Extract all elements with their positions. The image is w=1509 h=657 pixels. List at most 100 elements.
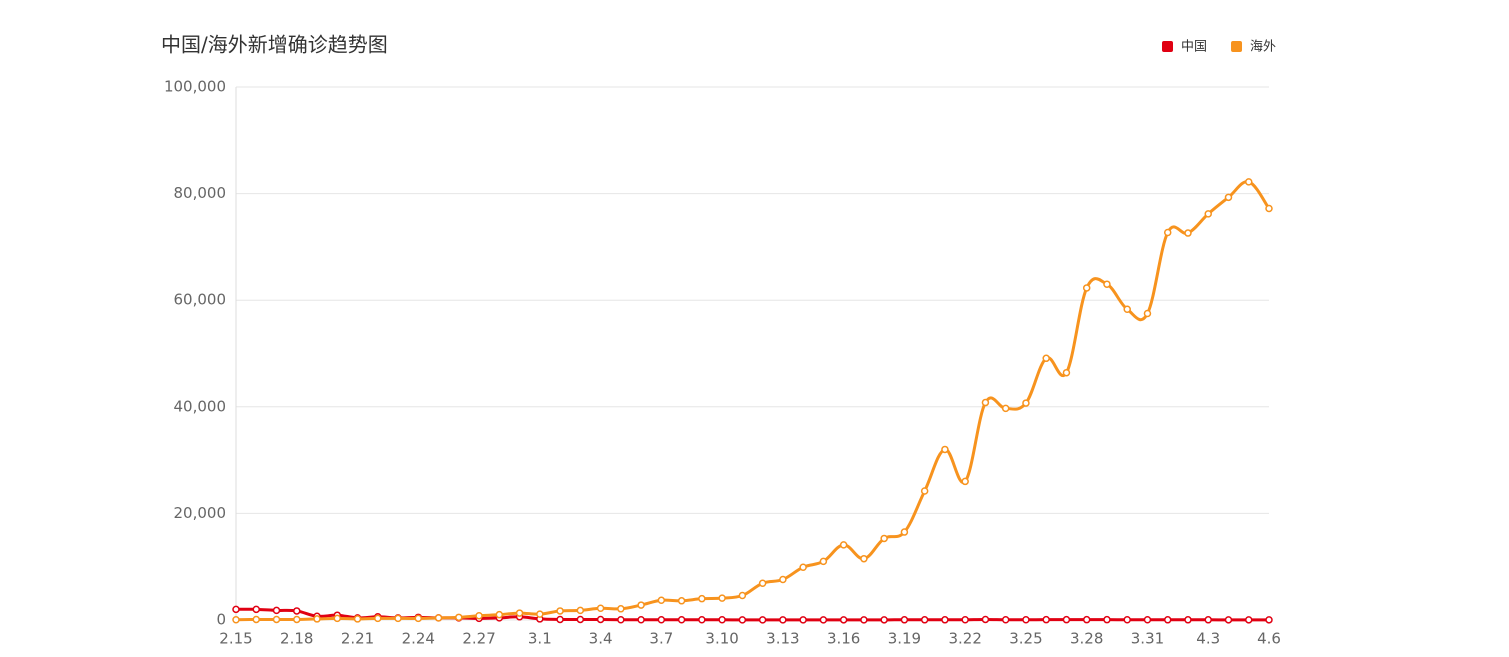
point [1082,615,1091,624]
y-tick-label: 0 [216,611,226,629]
point [1022,399,1030,407]
point [232,615,240,624]
legend-label: 海外 [1250,40,1276,55]
series-line [235,180,1271,622]
point [860,616,868,624]
point [515,609,524,617]
point [1082,284,1091,292]
point [1103,615,1111,624]
point [880,616,888,624]
legend-swatch [1162,41,1173,52]
point [1042,354,1050,363]
point [799,616,807,624]
point [1224,193,1233,202]
point [1042,615,1050,624]
legend-swatch [1231,41,1243,52]
x-tick-label: 4.3 [1196,630,1220,648]
legend-label: 中国 [1181,40,1207,55]
y-tick-label: 80,000 [174,184,227,202]
point [900,616,909,624]
point [839,616,848,624]
point [252,615,261,624]
x-tick-label: 3.13 [766,630,799,648]
point [1265,204,1273,213]
point [758,579,767,587]
point [637,601,645,609]
point [657,615,666,624]
point [920,487,929,495]
point [1163,616,1172,624]
point [920,616,929,624]
x-tick-label: 3.22 [948,630,981,648]
point [576,606,585,615]
point [941,445,949,454]
point [981,398,990,407]
point [1244,178,1253,186]
point [1143,309,1152,318]
point [1204,616,1212,624]
point [596,615,605,624]
point [293,607,301,615]
point [495,610,504,619]
point [758,616,767,624]
x-tick-label: 2.24 [402,630,435,648]
y-tick-label: 60,000 [174,291,227,309]
x-tick-label: 3.7 [649,630,673,648]
point [1062,615,1071,624]
x-tick-label: 3.28 [1070,630,1103,648]
point [374,614,382,623]
point [698,615,706,624]
point [738,616,747,624]
point [272,615,281,624]
point [1001,615,1010,624]
point [536,610,544,618]
point [1265,616,1273,624]
point [860,554,868,563]
point [556,607,564,615]
point [576,615,585,624]
x-tick-label: 3.4 [589,630,613,648]
point [799,563,807,571]
point [779,575,787,584]
point [941,616,949,624]
point [880,534,888,543]
chart-title: 中国/海外新增确诊趋势图 [161,33,388,57]
point [1123,305,1131,314]
point [455,613,463,622]
point [1143,615,1152,624]
point [657,596,666,605]
point [313,615,321,623]
x-tick-label: 3.10 [705,630,738,648]
point [839,541,848,549]
point [819,557,828,566]
point [1062,368,1071,377]
point [779,616,787,624]
point [819,616,828,624]
point [961,477,969,486]
x-tick-label: 3.31 [1131,630,1164,648]
point [617,605,625,613]
point [617,615,625,624]
point [596,604,605,613]
point [1001,404,1010,413]
point [353,615,362,623]
point [333,614,342,623]
x-tick-label: 2.18 [280,630,313,648]
point [677,597,686,605]
point [1184,229,1192,237]
point [272,606,281,615]
point [738,591,747,600]
point [698,594,706,603]
point [1022,615,1030,624]
point [556,615,564,624]
x-tick-label: 3.25 [1009,630,1042,648]
y-tick-label: 100,000 [164,78,226,96]
point [1103,280,1111,288]
point [434,614,443,622]
point [981,615,990,624]
point [677,615,686,624]
point [293,615,301,624]
point [961,615,969,624]
